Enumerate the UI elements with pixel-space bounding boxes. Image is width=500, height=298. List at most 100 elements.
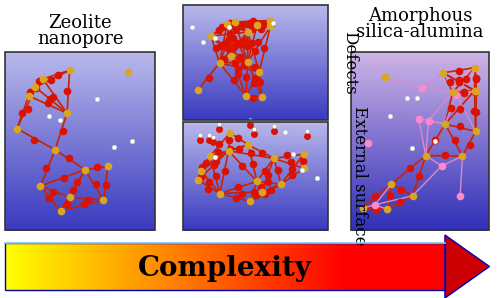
Bar xyxy=(351,159,490,162)
Bar xyxy=(183,131,328,133)
Bar xyxy=(275,243,277,290)
Bar xyxy=(351,194,490,198)
Bar xyxy=(40,243,42,290)
Bar xyxy=(5,147,155,150)
Bar xyxy=(332,243,334,290)
Bar xyxy=(183,136,328,139)
Bar xyxy=(183,138,328,140)
Bar xyxy=(121,243,123,290)
Bar xyxy=(183,40,328,42)
Bar xyxy=(222,243,224,290)
Bar xyxy=(351,58,490,61)
Bar xyxy=(326,243,328,290)
Bar xyxy=(336,243,338,290)
Bar xyxy=(5,114,155,118)
Bar xyxy=(197,243,199,290)
Bar xyxy=(20,243,22,290)
Bar xyxy=(218,243,220,290)
Bar xyxy=(14,243,16,290)
Bar xyxy=(346,243,348,290)
Bar xyxy=(250,243,252,290)
Bar xyxy=(183,93,328,96)
Bar xyxy=(242,243,244,290)
Bar xyxy=(351,70,490,73)
Bar xyxy=(5,177,155,180)
Bar xyxy=(330,243,332,290)
Bar xyxy=(344,243,345,290)
Bar xyxy=(183,20,328,23)
Bar xyxy=(351,147,490,150)
Bar xyxy=(183,122,328,124)
Bar xyxy=(240,243,242,290)
Bar xyxy=(183,7,328,9)
Bar xyxy=(231,243,233,290)
Bar xyxy=(150,243,152,290)
Bar xyxy=(124,243,126,290)
Bar xyxy=(351,108,490,112)
Bar xyxy=(291,243,293,290)
Bar xyxy=(351,73,490,76)
Bar xyxy=(351,171,490,174)
Bar xyxy=(5,221,155,225)
Bar xyxy=(253,243,255,290)
Bar xyxy=(262,243,264,290)
Bar xyxy=(183,57,328,59)
Bar xyxy=(183,111,328,113)
Bar xyxy=(351,132,490,136)
Bar xyxy=(257,243,259,290)
Bar xyxy=(404,243,406,290)
Bar xyxy=(351,141,490,145)
Bar xyxy=(351,227,490,230)
Bar xyxy=(183,78,328,80)
Bar xyxy=(132,243,134,290)
Bar xyxy=(304,243,306,290)
Bar xyxy=(5,185,155,189)
Bar xyxy=(351,162,490,165)
Bar xyxy=(288,243,290,290)
Bar xyxy=(379,243,381,290)
Bar xyxy=(342,243,344,290)
Bar xyxy=(128,243,130,290)
Bar xyxy=(5,168,155,171)
Bar xyxy=(5,82,155,85)
Bar xyxy=(248,243,250,290)
Bar xyxy=(183,60,328,63)
Bar xyxy=(158,243,160,290)
Bar xyxy=(351,243,353,290)
Bar xyxy=(5,224,155,228)
Bar xyxy=(5,61,155,64)
Bar xyxy=(183,145,328,148)
Bar xyxy=(5,153,155,156)
Bar xyxy=(298,243,300,290)
Bar xyxy=(238,243,240,290)
Bar xyxy=(64,243,66,290)
Bar xyxy=(5,243,7,290)
Bar xyxy=(5,197,155,201)
Bar xyxy=(5,218,155,222)
Bar xyxy=(432,243,434,290)
Bar xyxy=(146,243,148,290)
Bar xyxy=(220,243,222,290)
Bar xyxy=(160,243,162,290)
Bar xyxy=(212,243,214,290)
Bar xyxy=(348,243,350,290)
Bar xyxy=(183,55,328,57)
Bar xyxy=(183,219,328,221)
Bar xyxy=(5,70,155,73)
Bar xyxy=(183,122,328,230)
Bar xyxy=(183,223,328,225)
Bar xyxy=(366,243,368,290)
Bar xyxy=(183,95,328,97)
Bar xyxy=(183,16,328,19)
Bar xyxy=(183,43,328,46)
Bar xyxy=(5,200,155,204)
Bar xyxy=(18,243,20,290)
Bar xyxy=(290,243,292,290)
Bar xyxy=(396,243,398,290)
Bar xyxy=(103,243,105,290)
Bar xyxy=(252,243,254,290)
Bar xyxy=(398,243,400,290)
Bar xyxy=(5,123,155,127)
Bar xyxy=(183,101,328,103)
Bar xyxy=(5,215,155,219)
